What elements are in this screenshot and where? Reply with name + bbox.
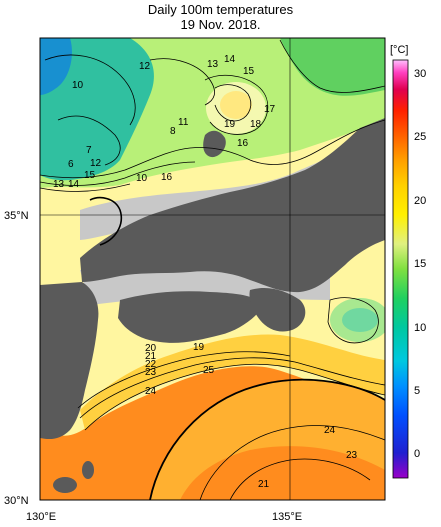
contour-label: 6 xyxy=(68,159,74,170)
colorbar-tick-label: 0 xyxy=(414,448,420,460)
colorbar-unit: [°C] xyxy=(390,44,408,56)
colorbar-tick-label: 15 xyxy=(414,258,426,270)
contour-label: 10 xyxy=(136,173,148,184)
contour-label: 16 xyxy=(237,138,249,149)
kii-peninsula xyxy=(249,288,306,332)
teal-water-region xyxy=(40,38,154,181)
contour-label: 15 xyxy=(84,170,96,181)
nodata-strip-north xyxy=(80,128,385,240)
kyushu-landmass xyxy=(40,282,99,440)
contour-label: 14 xyxy=(68,179,80,190)
colorbar-tick-label: 5 xyxy=(414,385,420,397)
contour-label: 13 xyxy=(207,59,219,70)
lon-label-135e: 135°E xyxy=(272,511,302,523)
contour-lines xyxy=(40,39,385,500)
green-water-region xyxy=(40,38,385,96)
contour-label: 25 xyxy=(203,365,215,376)
transition-band xyxy=(80,334,385,430)
contour-value-labels: 12 13 14 15 10 17 19 18 11 8 16 7 6 12 1… xyxy=(53,54,358,490)
lon-label-130e: 130°E xyxy=(26,511,56,523)
graticule xyxy=(40,38,385,500)
contour-label: 12 xyxy=(139,61,151,72)
map-border xyxy=(39,37,386,501)
contour-label: 12 xyxy=(90,158,102,169)
map-date: 19 Nov. 2018. xyxy=(180,17,261,32)
contour-label: 10 xyxy=(72,80,84,91)
contour-label: 8 xyxy=(170,126,176,137)
contour-label: 23 xyxy=(145,367,157,378)
contour-label: 22 xyxy=(145,359,157,370)
contour-label: 11 xyxy=(178,117,189,128)
contour-label: 23 xyxy=(346,450,358,461)
island-south xyxy=(53,477,77,493)
island-south-2 xyxy=(82,461,94,479)
blue-water-patch xyxy=(40,38,72,95)
honshu-landmass xyxy=(80,118,385,293)
contour-label: 17 xyxy=(264,104,276,115)
lat-label-35n: 35°N xyxy=(4,210,29,222)
contour-label: 7 xyxy=(86,145,92,156)
lat-label-30n: 30°N xyxy=(4,495,29,507)
contour-label: 18 xyxy=(250,119,262,130)
colorbar-ticks: 30 25 20 15 10 5 0 xyxy=(414,68,426,460)
contour-label: 15 xyxy=(243,66,255,77)
colorbar xyxy=(392,59,409,479)
colorbar-tick-label: 10 xyxy=(414,322,426,334)
contour-label: 16 xyxy=(161,172,173,183)
cool-patch-core xyxy=(342,308,378,332)
noto-peninsula xyxy=(203,130,226,158)
shikoku-landmass xyxy=(118,291,265,343)
colorbar-tick-label: 20 xyxy=(414,195,426,207)
contour-label: 24 xyxy=(324,425,336,436)
contour-label: 24 xyxy=(145,386,157,397)
colorbar-tick-label: 30 xyxy=(414,68,426,80)
contour-label: 13 xyxy=(53,179,65,190)
contour-label: 19 xyxy=(224,119,236,130)
map-title: Daily 100m temperatures xyxy=(147,2,294,17)
contour-label: 21 xyxy=(258,479,270,490)
colorbar-tick-label: 25 xyxy=(414,131,426,143)
contour-label: 14 xyxy=(224,54,236,65)
contour-label: 21 xyxy=(145,351,157,362)
contour-label: 19 xyxy=(193,342,205,353)
warm-eddy-core xyxy=(220,91,252,119)
contour-label: 20 xyxy=(145,343,157,354)
